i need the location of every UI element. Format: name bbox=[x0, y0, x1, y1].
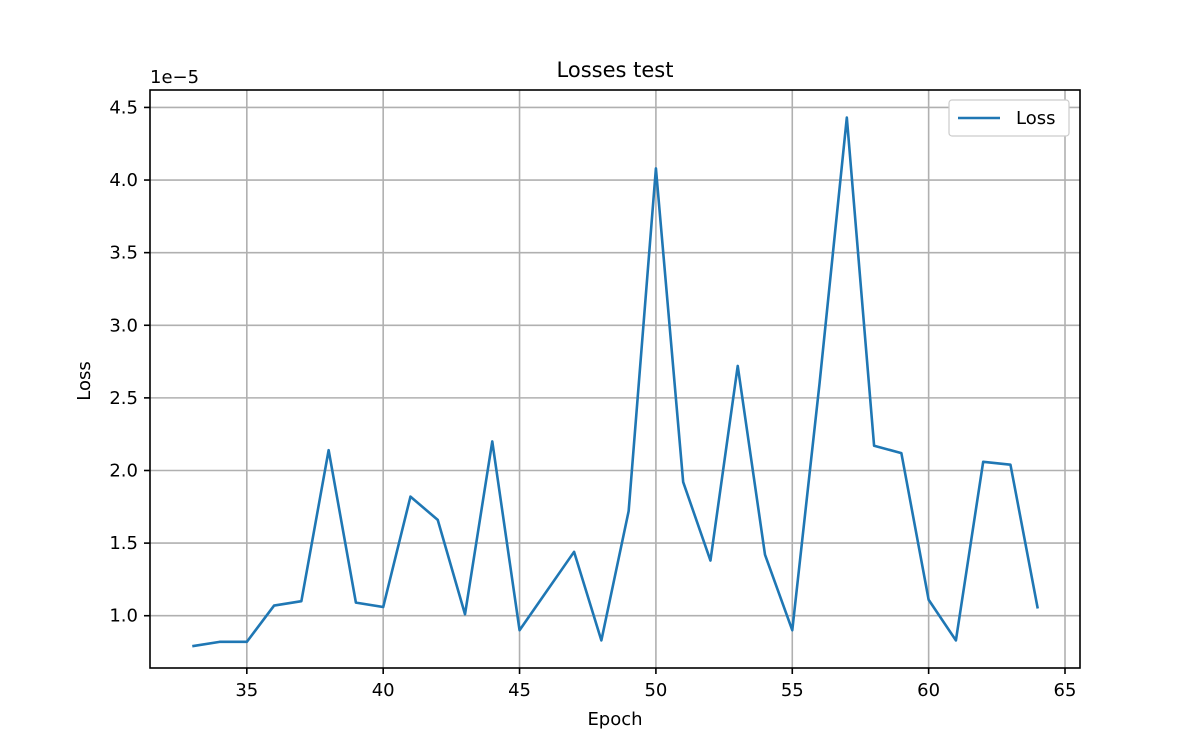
data-point bbox=[736, 364, 740, 368]
data-point bbox=[299, 599, 303, 603]
data-point bbox=[763, 553, 767, 557]
y-tick-label: 4.5 bbox=[109, 97, 138, 118]
legend-label: Loss bbox=[1016, 108, 1055, 129]
y-tick-label: 3.5 bbox=[109, 243, 138, 264]
x-tick-label: 55 bbox=[781, 680, 804, 701]
x-axis: 35 40 45 50 55 60 65 bbox=[235, 668, 1076, 701]
x-tick-label: 35 bbox=[235, 680, 258, 701]
data-point bbox=[927, 598, 931, 602]
data-point bbox=[490, 439, 494, 443]
data-point bbox=[245, 640, 249, 644]
data-point bbox=[572, 550, 576, 554]
legend: Loss bbox=[948, 99, 1070, 137]
y-tick-label: 2.5 bbox=[109, 388, 138, 409]
x-tick-label: 65 bbox=[1054, 680, 1077, 701]
data-point bbox=[954, 638, 958, 642]
data-point bbox=[1008, 463, 1012, 467]
data-point bbox=[381, 605, 385, 609]
series-layer bbox=[190, 116, 1040, 648]
data-point bbox=[681, 480, 685, 484]
data-point bbox=[872, 444, 876, 448]
y-axis-label: Loss bbox=[74, 361, 95, 400]
data-point bbox=[545, 589, 549, 593]
data-point bbox=[981, 460, 985, 464]
data-point bbox=[272, 604, 276, 608]
data-point bbox=[518, 628, 522, 632]
data-point bbox=[708, 559, 712, 563]
data-point bbox=[327, 448, 331, 452]
x-tick-label: 40 bbox=[372, 680, 395, 701]
data-point bbox=[408, 495, 412, 499]
x-tick-label: 50 bbox=[644, 680, 667, 701]
legend-box bbox=[948, 99, 1070, 137]
y-tick-label: 4.0 bbox=[109, 170, 138, 191]
y-tick-label: 2.0 bbox=[109, 460, 138, 481]
data-point bbox=[599, 638, 603, 642]
data-point bbox=[218, 640, 222, 644]
data-point bbox=[190, 644, 194, 648]
data-point bbox=[1036, 606, 1040, 610]
data-point bbox=[899, 451, 903, 455]
data-point bbox=[463, 612, 467, 616]
chart-title: Losses test bbox=[557, 58, 674, 82]
y-tick-label: 1.0 bbox=[109, 606, 138, 627]
data-point bbox=[790, 628, 794, 632]
data-point bbox=[436, 518, 440, 522]
data-point bbox=[818, 381, 822, 385]
x-tick-label: 45 bbox=[508, 680, 531, 701]
data-point bbox=[627, 509, 631, 513]
y-axis: 1.0 1.5 2.0 2.5 3.0 3.5 4.0 4.5 bbox=[109, 97, 150, 627]
data-point bbox=[354, 601, 358, 605]
data-point bbox=[845, 116, 849, 120]
x-axis-label: Epoch bbox=[587, 709, 642, 730]
grid-lines bbox=[150, 90, 1080, 668]
series-line-0 bbox=[192, 116, 1040, 648]
x-tick-label: 60 bbox=[917, 680, 940, 701]
data-point bbox=[654, 166, 658, 170]
y-tick-label: 1.5 bbox=[109, 533, 138, 554]
y-offset-label: 1e−5 bbox=[150, 67, 199, 88]
plot-frame bbox=[149, 89, 1081, 669]
y-tick-label: 3.0 bbox=[109, 315, 138, 336]
